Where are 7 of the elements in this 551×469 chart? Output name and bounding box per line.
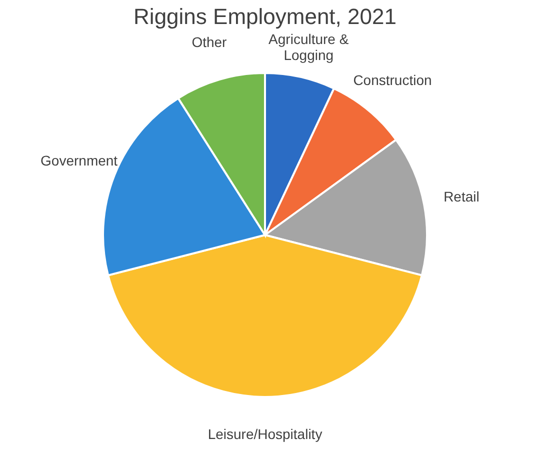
slice-label: Government: [40, 152, 118, 168]
slice-label: Construction: [353, 72, 432, 88]
chart-title: Riggins Employment, 2021: [134, 4, 396, 29]
slice-label: Retail: [444, 188, 480, 205]
slice-label: Leisure/Hospitality: [208, 426, 322, 442]
slice-label: Other: [192, 34, 228, 50]
slice-label: Agriculture & Logging: [268, 30, 350, 63]
